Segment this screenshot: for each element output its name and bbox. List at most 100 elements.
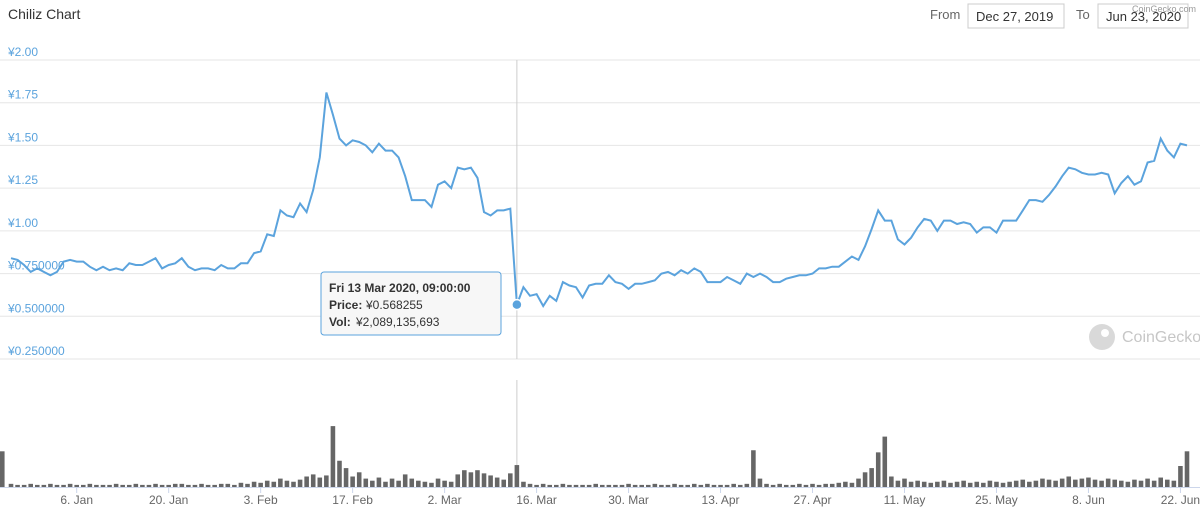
volume-bar: [140, 484, 145, 487]
volume-bar: [678, 484, 684, 487]
volume-bar: [462, 470, 467, 487]
volume-bar: [21, 484, 27, 487]
volume-bar: [895, 480, 901, 487]
price-line: [10, 92, 1188, 308]
credit: CoinGecko.com: [1132, 4, 1196, 14]
volume-bar: [179, 483, 185, 487]
volume-bar: [416, 480, 421, 487]
volume-bar: [1007, 481, 1012, 487]
x-tick-label: 22. Jun: [1161, 493, 1200, 507]
volume-bar: [212, 484, 217, 487]
volume-bar: [606, 484, 612, 487]
volume-bar: [409, 478, 415, 487]
volume-bar: [1171, 480, 1177, 487]
volume-bar: [829, 483, 835, 487]
volume-bar: [15, 484, 20, 487]
volume-bar: [573, 484, 579, 487]
x-tick-label: 20. Jan: [149, 493, 188, 507]
volume-bar: [159, 484, 165, 487]
volume-bar: [599, 484, 605, 487]
volume-bar: [967, 482, 973, 487]
volume-bar: [126, 484, 132, 487]
from-label: From: [930, 7, 960, 22]
tooltip-price: ¥0.568255: [365, 298, 423, 312]
x-tick-label: 8. Jun: [1072, 493, 1105, 507]
from-date[interactable]: Dec 27, 2019: [976, 9, 1053, 24]
volume-bar: [961, 480, 966, 487]
volume-bar: [383, 481, 388, 487]
volume-bar: [567, 484, 572, 487]
volume-bar: [639, 484, 644, 487]
volume-bar: [875, 452, 881, 487]
volume-bar: [133, 483, 139, 487]
volume-bar: [981, 482, 986, 487]
volume-bar: [258, 482, 263, 487]
volume-bar: [954, 481, 960, 487]
volume-bar: [744, 483, 750, 487]
volume-bar: [1053, 480, 1058, 487]
volume-bar: [1184, 451, 1190, 487]
volume-bar: [350, 476, 355, 487]
volume-bar: [882, 436, 888, 487]
volume-bar: [107, 484, 112, 487]
volume-bar: [902, 478, 907, 487]
volume-bar: [928, 482, 934, 487]
volume-bar: [645, 484, 651, 487]
volume-bar: [146, 484, 152, 487]
volume-bar: [422, 481, 428, 487]
volume-bar: [310, 474, 316, 487]
x-tick-label: 16. Mar: [516, 493, 557, 507]
volume-bar: [803, 484, 809, 487]
to-date[interactable]: Jun 23, 2020: [1106, 9, 1181, 24]
volume-bar: [665, 484, 671, 487]
volume-bar: [691, 483, 697, 487]
volume-bar: [836, 482, 842, 487]
volume-bar: [698, 484, 704, 487]
volume-bar: [1099, 480, 1104, 487]
volume-bar: [199, 483, 204, 487]
volume-bar: [67, 483, 73, 487]
volume-bar: [100, 484, 106, 487]
volume-bar: [435, 478, 441, 487]
volume-bar: [172, 483, 178, 487]
volume-bar: [652, 483, 658, 487]
volume-bar: [192, 484, 198, 487]
from-input[interactable]: [967, 3, 1065, 29]
highlight-point: [511, 298, 523, 311]
volume-bar: [429, 482, 434, 487]
volume-bar: [1119, 480, 1124, 487]
volume-bar: [797, 483, 802, 487]
x-tick-label: 6. Jan: [60, 493, 93, 507]
volume-bar: [534, 484, 539, 487]
volume-bar: [337, 460, 342, 487]
volume-bar: [1000, 482, 1006, 487]
volume-bar: [948, 482, 953, 487]
tooltip: Fri 13 Mar 2020, 09:00:00 Price: ¥0.5682…: [320, 271, 502, 336]
volume-bar: [186, 484, 191, 487]
volume-bar: [0, 451, 5, 487]
volume-bar: [455, 474, 461, 487]
x-tick-label: 3. Feb: [244, 493, 278, 507]
y-tick-label: ¥0.500000: [7, 301, 65, 315]
volume-bar: [626, 483, 631, 487]
volume-bar: [560, 483, 566, 487]
volume-bar: [34, 484, 40, 487]
volume-bar: [672, 483, 677, 487]
tooltip-box: [320, 271, 502, 336]
volume-bar: [1073, 479, 1078, 487]
volume-bar: [869, 468, 874, 487]
y-tick-label: ¥1.00: [7, 216, 38, 230]
volume-bar: [521, 481, 526, 487]
volume-bar: [757, 478, 763, 487]
volume-bar: [448, 481, 454, 487]
tooltip-date: Fri 13 Mar 2020, 09:00:00: [329, 281, 471, 295]
volume-bar: [770, 484, 776, 487]
volume-bar: [475, 470, 480, 487]
volume-bar: [764, 483, 769, 487]
x-tick-label: 11. May: [884, 493, 926, 507]
y-tick-label: ¥2.00: [7, 45, 38, 59]
to-input[interactable]: [1097, 3, 1189, 29]
volume-bar: [941, 480, 947, 487]
volume-bar: [343, 468, 349, 487]
volume-bar: [935, 481, 940, 487]
